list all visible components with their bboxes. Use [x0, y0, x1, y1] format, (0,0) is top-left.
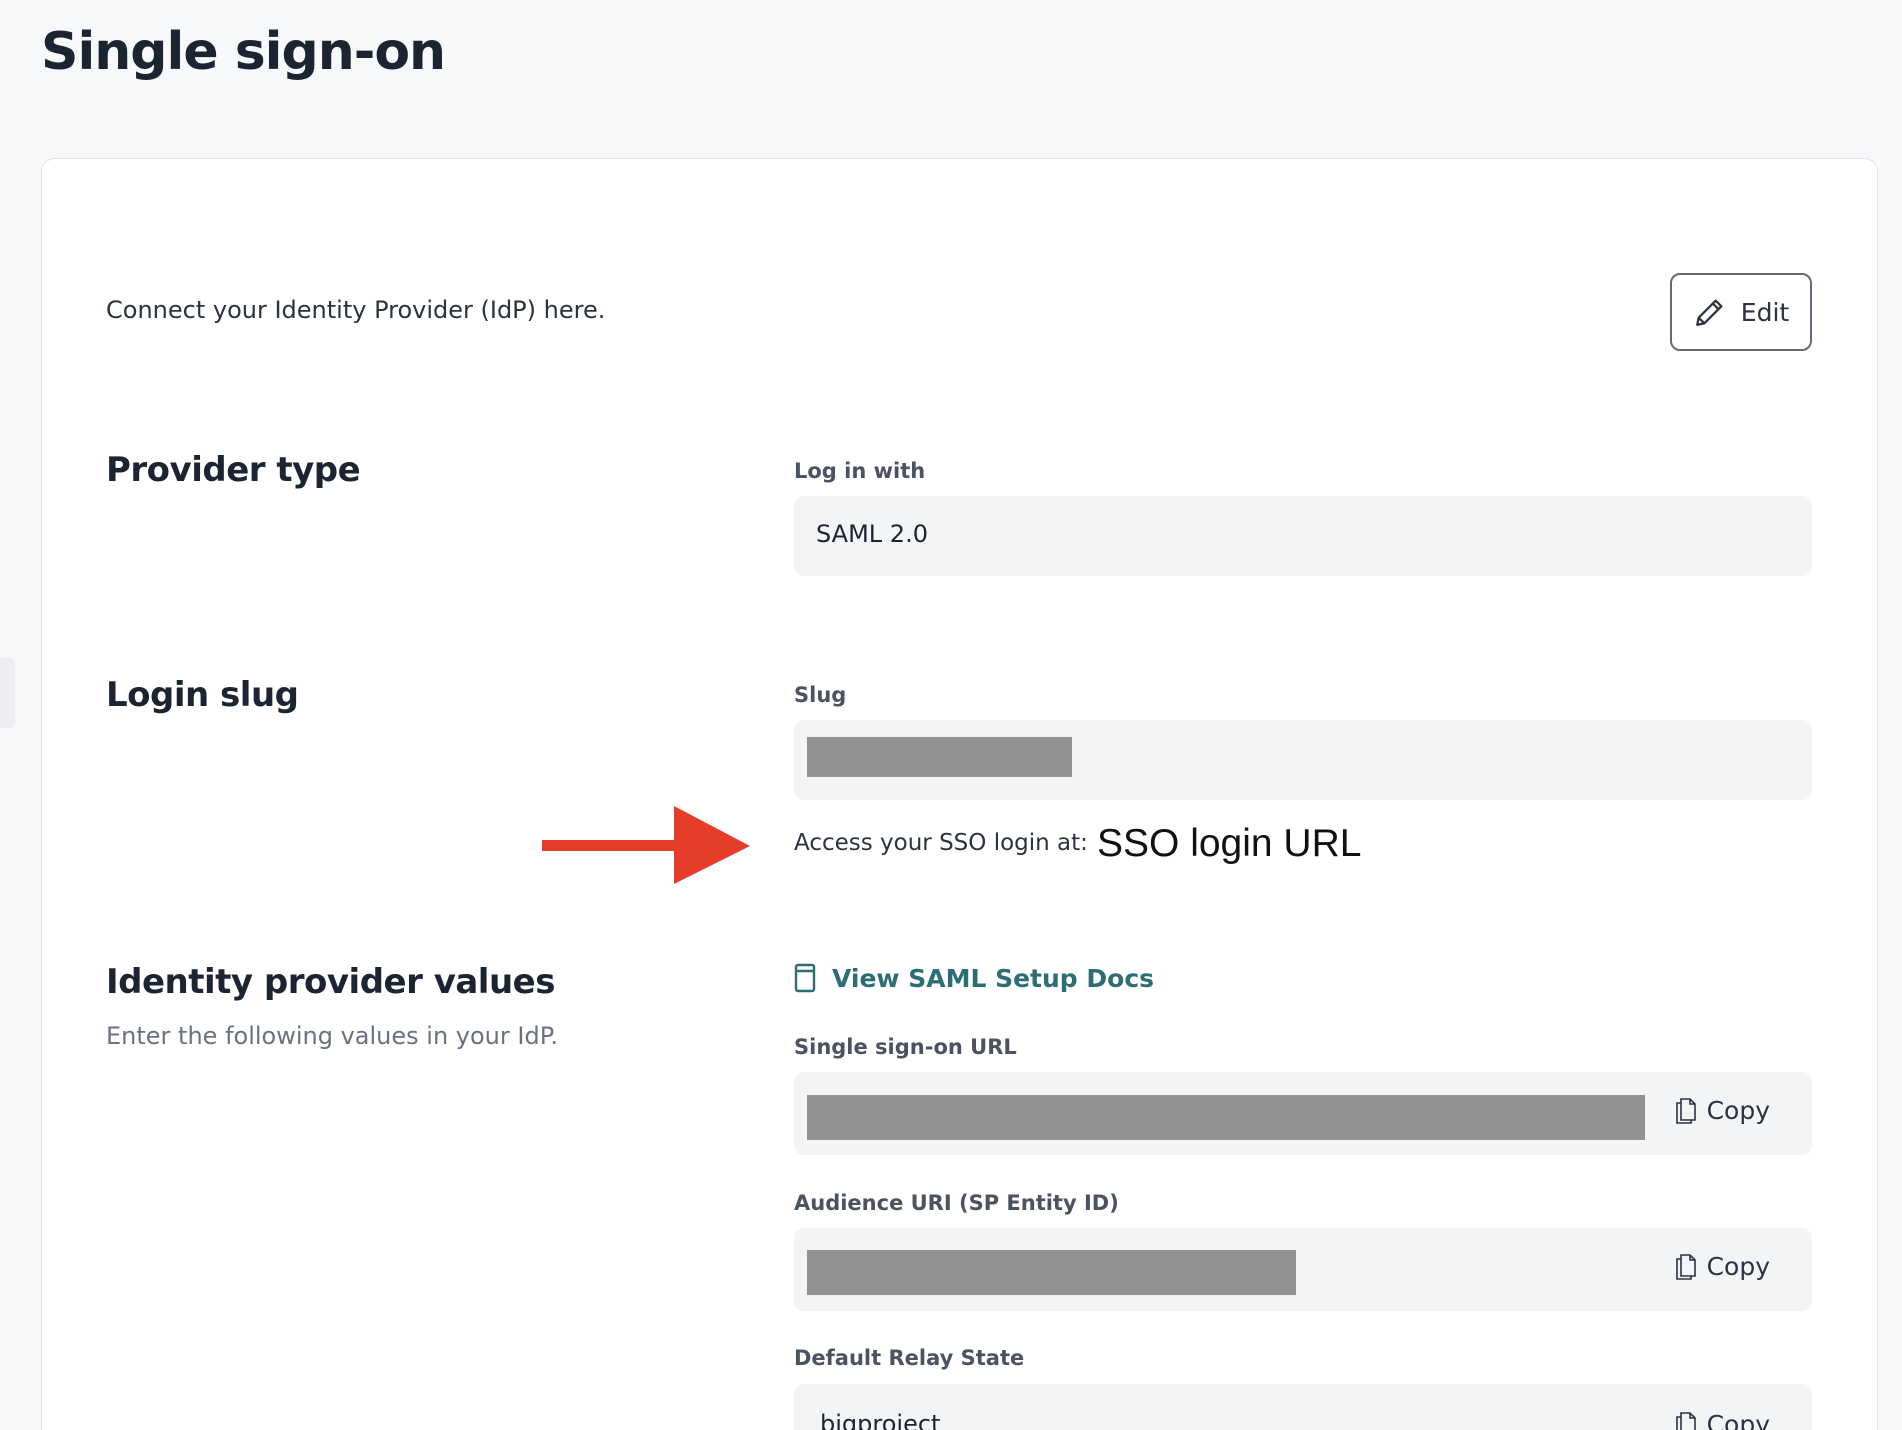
edit-button[interactable]: Edit [1670, 273, 1812, 351]
pencil-icon [1695, 299, 1723, 326]
slug-label: Slug [794, 683, 847, 707]
copy-sso-url-button[interactable]: Copy [1675, 1096, 1770, 1125]
copy-relay-state-button[interactable]: Copy [1675, 1410, 1770, 1430]
edit-label: Edit [1740, 297, 1790, 327]
copy-label: Copy [1706, 1252, 1770, 1281]
page-title: Single sign-on [41, 22, 446, 82]
provider-type-heading: Provider type [106, 450, 361, 490]
copy-icon [1675, 1097, 1696, 1124]
relay-state-label: Default Relay State [794, 1346, 1025, 1370]
idp-values-heading: Identity provider values [106, 962, 555, 1002]
copy-icon [1675, 1411, 1696, 1430]
book-icon [794, 963, 816, 993]
relay-state-value: bigproject [820, 1410, 941, 1430]
card-description: Connect your Identity Provider (IdP) her… [106, 296, 606, 324]
copy-icon [1675, 1253, 1696, 1280]
redacted-slug [807, 737, 1072, 777]
relay-state-field[interactable]: bigproject Copy [794, 1384, 1812, 1430]
provider-type-value: SAML 2.0 [816, 520, 928, 548]
side-tab[interactable] [0, 658, 15, 728]
copy-label: Copy [1706, 1410, 1770, 1430]
copy-audience-uri-button[interactable]: Copy [1675, 1252, 1770, 1281]
provider-type-field[interactable]: SAML 2.0 [794, 496, 1812, 576]
audience-uri-label: Audience URI (SP Entity ID) [794, 1191, 1119, 1215]
access-sso-text: Access your SSO login at: [794, 830, 1088, 856]
redacted-sso-url [807, 1095, 1645, 1140]
audience-uri-field[interactable]: Copy [794, 1228, 1812, 1311]
docs-link-label: View SAML Setup Docs [832, 963, 1155, 993]
sso-url-field[interactable]: Copy [794, 1072, 1812, 1155]
slug-field[interactable] [794, 720, 1812, 800]
copy-label: Copy [1706, 1096, 1770, 1125]
red-arrow-annotation [542, 806, 750, 884]
sso-url-label: Single sign-on URL [794, 1035, 1017, 1059]
idp-values-subtitle: Enter the following values in your IdP. [106, 1022, 559, 1050]
sso-login-url-annotation: SSO login URL [1097, 822, 1362, 865]
login-slug-heading: Login slug [106, 675, 299, 715]
redacted-audience-uri [807, 1250, 1296, 1295]
log-in-with-label: Log in with [794, 459, 926, 483]
view-saml-docs-link[interactable]: View SAML Setup Docs [794, 963, 1154, 993]
